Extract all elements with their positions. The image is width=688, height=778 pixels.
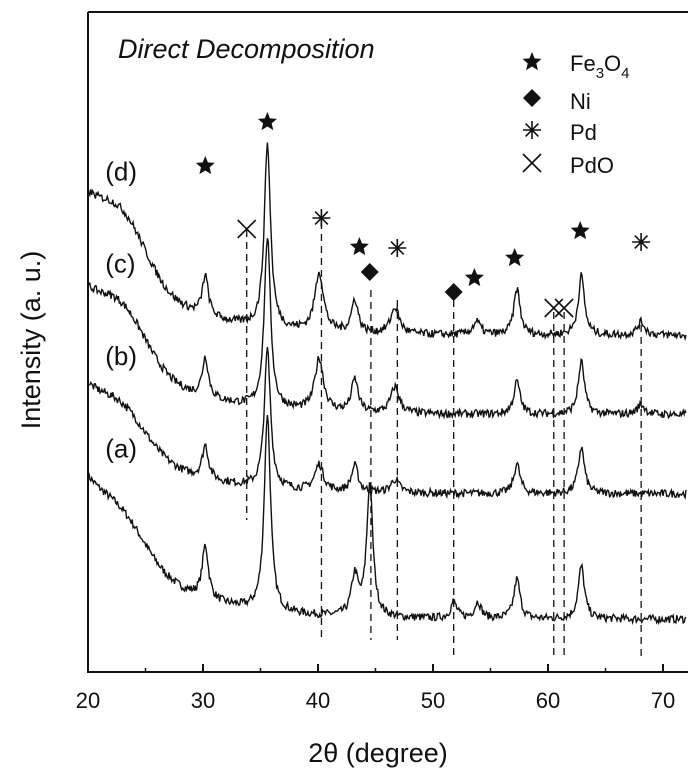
peak-marker-star [195,156,215,175]
legend-marker-cross [522,153,542,173]
legend-label-fe3o4: Fe3O4 [570,51,630,82]
series-line-d [87,142,687,342]
peak-marker-star [257,112,277,131]
legend-marker-star [522,52,542,71]
series-label: (c) [105,249,135,279]
peak-marker-cross [237,219,257,239]
y-axis-title: Intensity (a. u.) [16,251,46,430]
x-tick-label: 40 [306,688,330,713]
peak-marker-diamond [360,263,379,281]
series-line-c [87,238,687,420]
x-tick-label: 60 [536,688,560,713]
x-axis-title: 2θ (degree) [308,738,448,768]
peak-marker-star [464,268,484,287]
series-label: (b) [105,341,137,371]
x-tick-label: 50 [421,688,445,713]
peak-marker-asterisk [632,233,651,251]
chart-title: Direct Decomposition [118,34,375,64]
x-tick-label: 20 [76,688,100,713]
legend-marker-asterisk [523,121,541,139]
peak-marker-asterisk [388,239,407,257]
plot-frame [87,11,688,673]
legend-marker-diamond [523,89,541,107]
series-line-b [87,346,687,501]
series-label: (d) [105,156,137,186]
x-tick-label: 70 [651,688,675,713]
peak-marker-diamond [444,283,463,301]
peak-marker-star [349,237,369,256]
legend-label-pd: Pd [570,120,597,145]
legend: Fe3O4 Ni Pd PdO [522,51,630,178]
legend-label-pdo: PdO [570,153,614,178]
peak-marker-star [505,248,525,267]
x-tick-label: 30 [191,688,215,713]
peak-marker-cross [554,298,574,318]
legend-label-ni: Ni [570,89,591,114]
peak-marker-cross [544,298,564,318]
series-line-a [87,415,687,626]
peak-marker-star [570,221,590,240]
peak-marker-asterisk [312,209,331,227]
series-label: (a) [105,434,137,464]
